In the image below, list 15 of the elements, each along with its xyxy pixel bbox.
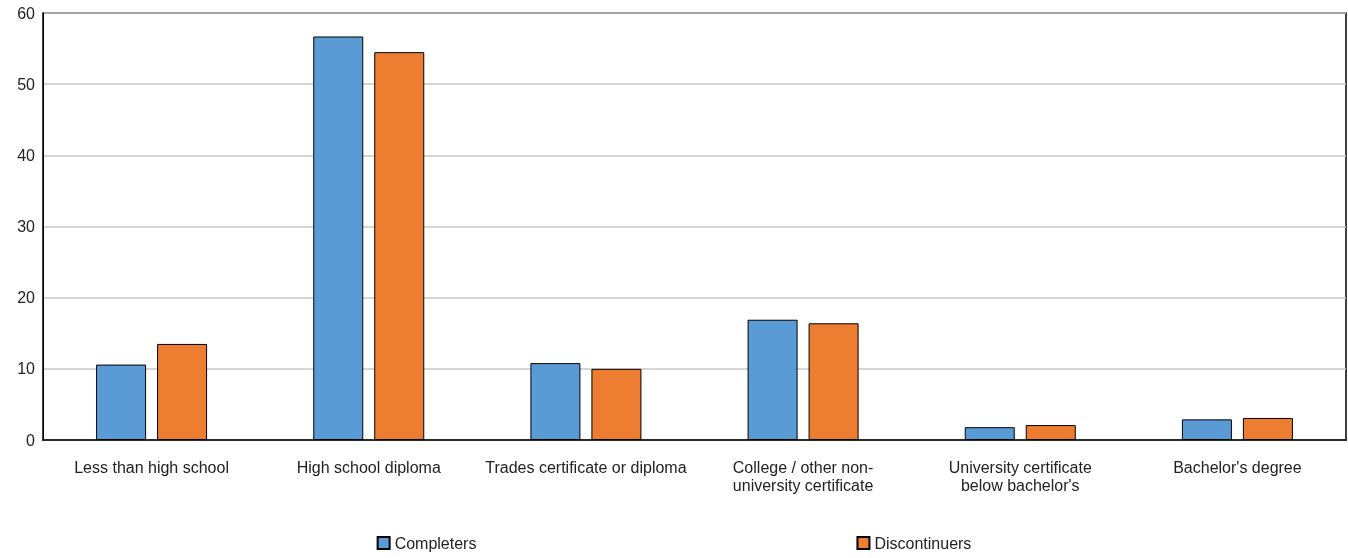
x-tick-label: University certificate below bachelor's — [948, 458, 1092, 494]
y-tick-label: 10 — [17, 360, 36, 378]
y-tick-label: 20 — [17, 289, 36, 307]
legend-label: Completers — [394, 534, 477, 552]
y-tick-label: 0 — [26, 431, 36, 449]
y-tick-label: 50 — [17, 75, 36, 93]
x-tick-label: Less than high school — [74, 458, 229, 476]
y-tick-label: 40 — [17, 146, 36, 164]
y-tick-label: 30 — [17, 218, 36, 235]
legend-label: Discontinuers — [874, 534, 972, 552]
x-tick-label: Trades certificate or diploma — [485, 458, 687, 476]
x-tick-label: College / other non- university certificate — [732, 458, 874, 494]
y-tick-label: 60 — [17, 4, 36, 22]
x-tick-label: High school diploma — [296, 458, 441, 476]
x-tick-label: Bachelor's degree — [1173, 458, 1302, 476]
